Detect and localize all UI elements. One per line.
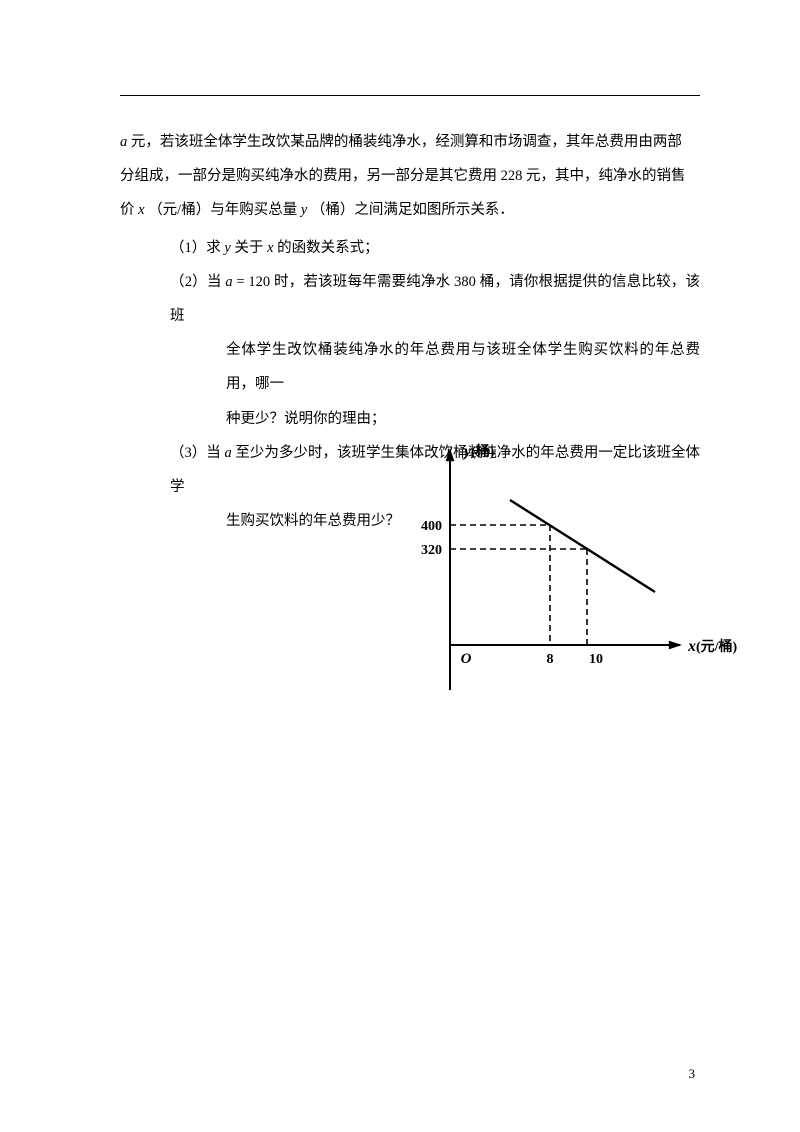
text-frag: 元，若该班全体学生改饮某品牌的桶装纯净水，经测算和市场调查，其年总费用由两部 <box>127 134 682 150</box>
eq-frag: = 120 <box>233 274 271 290</box>
text-frag: 分组成，一部分是购买纯净水的费用，另一部分是其它费用 228 元，其中，纯净水的… <box>120 168 686 184</box>
page-number: 3 <box>689 1066 696 1082</box>
paragraph-line-3: 价 x （元/桶）与年购买总量 y （桶）之间满足如图所示关系． <box>120 193 700 227</box>
text-frag: 全体学生改饮桶装纯净水的年总费用与该班全体学生购买饮料的年总费用，哪一 <box>226 342 700 392</box>
chart-svg: 400 320 8 10 Oy(桶) x(元/桶) <box>355 430 755 730</box>
question-2-line-1: （2）当 a = 120 时，若该班每年需要纯净水 380 桶，请你根据提供的信… <box>170 265 700 333</box>
chart: 400 320 8 10 Oy(桶) x(元/桶) <box>355 430 755 730</box>
text-frag: 种更少？说明你的理由； <box>226 411 386 427</box>
svg-text:O: O <box>461 651 472 667</box>
svg-text:8: 8 <box>547 652 554 667</box>
text-frag: （1）求 <box>170 240 224 256</box>
svg-text:400: 400 <box>421 519 442 534</box>
text-frag: （3）当 <box>170 445 224 461</box>
var-a: a <box>225 274 232 290</box>
question-1: （1）求 y 关于 x 的函数关系式； <box>170 231 700 265</box>
svg-text:320: 320 <box>421 543 442 558</box>
question-2-line-2: 全体学生改饮桶装纯净水的年总费用与该班全体学生购买饮料的年总费用，哪一 <box>170 333 700 401</box>
svg-text:x(元/桶): x(元/桶) <box>687 638 738 655</box>
var-a: a <box>224 445 231 461</box>
text-frag: （桶）之间满足如图所示关系． <box>307 202 514 218</box>
paragraph-line-1: a 元，若该班全体学生改饮某品牌的桶装纯净水，经测算和市场调查，其年总费用由两部 <box>120 125 700 159</box>
header-rule <box>120 95 700 96</box>
text-frag: （元/桶）与年购买总量 <box>145 202 301 218</box>
page: a 元，若该班全体学生改饮某品牌的桶装纯净水，经测算和市场调查，其年总费用由两部… <box>0 0 800 1132</box>
text-frag: （2）当 <box>170 274 225 290</box>
svg-text:y(桶): y(桶) <box>462 443 495 460</box>
text-frag: 关于 <box>231 240 267 256</box>
paragraph-line-2: 分组成，一部分是购买纯净水的费用，另一部分是其它费用 228 元，其中，纯净水的… <box>120 159 700 193</box>
text-frag: 价 <box>120 202 138 218</box>
svg-text:10: 10 <box>589 652 603 667</box>
text-frag: 的函数关系式； <box>274 240 379 256</box>
